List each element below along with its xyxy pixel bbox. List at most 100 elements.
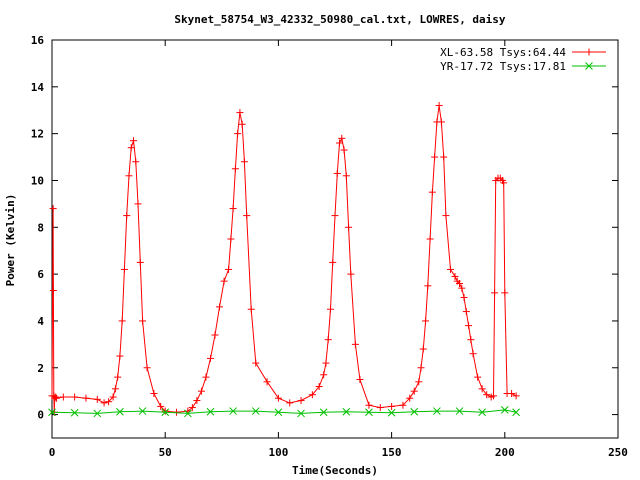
series-1-point [351, 340, 359, 348]
series-1-point [435, 102, 443, 110]
series-1-point [451, 272, 459, 280]
series-1-point [340, 146, 348, 154]
series-1-point [161, 407, 169, 415]
series-2-point [342, 407, 351, 416]
series-2-point [433, 407, 441, 415]
series-1-point [469, 350, 477, 358]
series-1-point [419, 345, 427, 353]
y-tick-label: 12 [31, 128, 44, 141]
series-1-point [428, 188, 436, 196]
series-1-point [71, 393, 79, 401]
series-1-point [49, 205, 57, 213]
series-1-point [116, 352, 124, 360]
legend-label: XL-63.58 Tsys:64.44 [440, 46, 566, 59]
series-1-point [197, 387, 205, 395]
series-1-point [417, 364, 425, 372]
series-1-point [127, 144, 135, 152]
series-1-point [460, 294, 468, 302]
x-tick-label: 0 [49, 446, 56, 459]
series-2-point [274, 408, 283, 417]
series-2-point [512, 408, 520, 417]
series-1-point [238, 120, 246, 128]
series-1-point [243, 212, 251, 220]
series-2-point [365, 408, 373, 417]
series-1-point [431, 153, 439, 161]
x-tick-label: 50 [159, 446, 172, 459]
series-1-point [227, 235, 235, 243]
series-1-point [324, 336, 332, 344]
series-1-point [478, 385, 486, 393]
series-1-point [465, 322, 473, 330]
series-2-point [93, 409, 102, 418]
series-1-point [422, 317, 430, 325]
series-1-point [491, 289, 499, 297]
series-1-point [329, 258, 337, 266]
series-1-point [82, 394, 90, 402]
series-1-point [52, 393, 60, 401]
series-2-point [455, 407, 464, 415]
chart-title: Skynet_58754_W3_42332_50980_cal.txt, LOW… [174, 13, 506, 26]
series-1-point [139, 317, 147, 325]
series-1-line [51, 105, 517, 413]
series-1-point [193, 397, 201, 405]
series-2-point [229, 407, 237, 415]
legend-label: YR-17.72 Tsys:17.81 [440, 60, 566, 73]
series-1-point [501, 289, 509, 297]
series-1-point [456, 279, 464, 287]
series-1-point [206, 354, 214, 362]
x-tick-label: 200 [495, 446, 515, 459]
legend-marker [585, 62, 593, 70]
series-1-point [336, 139, 344, 147]
x-tick-label: 150 [382, 446, 402, 459]
series-2-point [206, 407, 215, 416]
series-1-point [489, 392, 497, 400]
series-1-point [440, 153, 448, 161]
series-1-point [315, 382, 323, 390]
series-1-point [446, 265, 454, 273]
series-1-point [376, 404, 384, 412]
series-2-point [251, 407, 260, 415]
y-tick-label: 16 [31, 34, 45, 47]
series-1-point [388, 402, 396, 410]
series-1-point [437, 118, 445, 126]
x-tick-label: 250 [608, 446, 628, 459]
series-1-point [274, 394, 282, 402]
series-1-point [286, 399, 294, 407]
series-1-point [347, 270, 355, 278]
series-1-point [123, 212, 131, 220]
series-1-point [331, 212, 339, 220]
series-1-point [216, 303, 224, 311]
legend-marker [585, 48, 593, 56]
series-2-point [48, 408, 56, 417]
series-1-point [125, 172, 133, 180]
y-tick-label: 0 [37, 409, 44, 422]
series-1-point [53, 394, 61, 402]
series-2-point [478, 408, 487, 417]
series-1-point [229, 205, 237, 213]
series-1-point [333, 169, 341, 177]
series-1-point [188, 404, 196, 412]
series-1-point [474, 373, 482, 381]
series-2-point [183, 409, 192, 418]
series-1-point [320, 371, 328, 379]
series-1-point [240, 158, 248, 166]
y-tick-label: 2 [37, 362, 44, 375]
series-layer [48, 102, 520, 418]
series-1-point [252, 359, 260, 367]
series-1-point [399, 401, 407, 409]
series-2-point [116, 407, 124, 416]
series-1-point [100, 399, 108, 407]
series-2-point [138, 407, 147, 415]
series-1-point [247, 305, 255, 313]
series-1-point [410, 387, 418, 395]
series-1-point [136, 258, 144, 266]
y-axis-label: Power (Kelvin) [4, 194, 17, 287]
series-1-point [458, 284, 466, 292]
series-1-point [508, 390, 516, 398]
series-1-point [263, 378, 271, 386]
x-tick-label: 100 [268, 446, 288, 459]
series-1-point [308, 391, 316, 399]
series-1-point [93, 395, 101, 403]
